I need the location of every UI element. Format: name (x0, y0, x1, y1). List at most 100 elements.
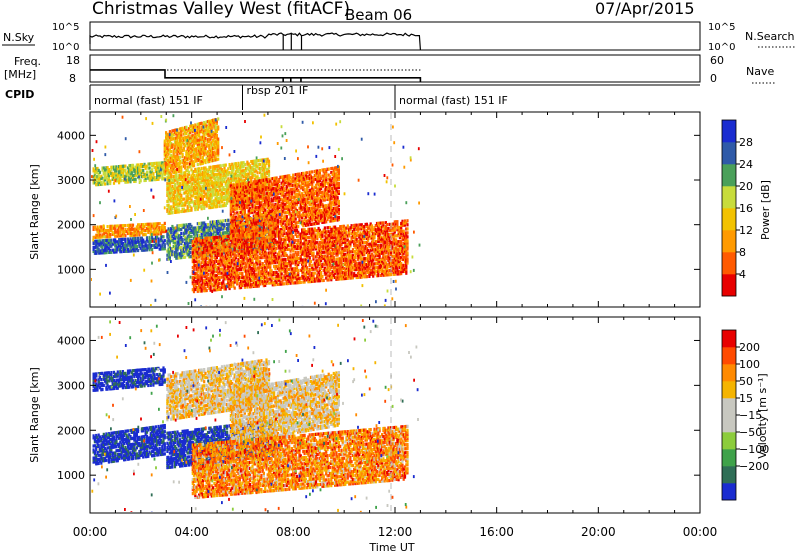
echo-cell (106, 172, 109, 176)
echo-cell (168, 251, 171, 255)
echo-cell (255, 237, 258, 241)
echo-cell (177, 155, 180, 160)
echo-cell (218, 221, 221, 225)
echo-cell (177, 224, 180, 228)
echo-cell (119, 232, 122, 236)
echo-cell (171, 163, 174, 167)
echo-cell (276, 182, 279, 186)
echo-cell (215, 222, 218, 226)
echo-cell (168, 231, 171, 235)
echo-cell (128, 243, 131, 247)
echo-cell (242, 200, 245, 204)
echo-cell (322, 204, 325, 208)
echo-cell (162, 227, 165, 232)
echo-cell (252, 220, 255, 224)
echo-cell (129, 245, 132, 249)
echo-cell (115, 234, 118, 238)
echo-cell (320, 184, 323, 189)
echo-cell (337, 171, 340, 175)
echo-cell (185, 195, 188, 199)
echo-cell (133, 169, 136, 173)
echo-cell (303, 209, 306, 213)
echo-cell (167, 243, 170, 247)
echo-cell (189, 251, 192, 255)
echo-cell (144, 242, 147, 246)
echo-cell (194, 226, 197, 230)
echo-cell (101, 241, 104, 245)
echo-cell (139, 236, 142, 240)
echo-cell (240, 204, 243, 208)
echo-cell (226, 191, 229, 195)
echo-cell (109, 181, 112, 186)
echo-cell (259, 203, 262, 207)
echo-cell (252, 190, 255, 194)
echo-cell (120, 174, 123, 179)
echo-cell (192, 147, 196, 151)
echo-cell (288, 210, 291, 214)
echo-cell (220, 196, 224, 200)
echo-cell (281, 219, 285, 223)
echo-cell (198, 225, 201, 230)
echo-cell (93, 181, 96, 185)
echo-cell (227, 187, 230, 191)
echo-cell (201, 235, 204, 239)
echo-cell (148, 170, 151, 174)
echo-cell (171, 247, 174, 251)
echo-cell (228, 163, 231, 167)
echo-cell (200, 151, 203, 156)
echo-cell (328, 199, 332, 203)
echo-cell (307, 177, 310, 181)
echo-cell (264, 174, 267, 178)
echo-cell (95, 175, 98, 179)
echo-cell (323, 172, 326, 176)
echo-cell (168, 160, 171, 164)
freq-unit-label: [MHz] (4, 68, 36, 81)
echo-cell (119, 234, 122, 238)
echo-cell (301, 216, 304, 220)
echo-cell (190, 128, 193, 132)
echo-cell (227, 179, 230, 183)
echo-cell (185, 197, 188, 201)
echo-cell (203, 149, 206, 153)
echo-cell (135, 231, 138, 235)
echo-cell (172, 200, 175, 205)
echo-cell (292, 223, 295, 227)
echo-cell (283, 183, 286, 187)
echo-cell (131, 245, 135, 249)
echo-cell (260, 189, 263, 193)
echo-cell (241, 226, 244, 230)
echo-cell (190, 124, 193, 128)
echo-cell (266, 186, 269, 190)
echo-cell (175, 140, 178, 144)
echo-cell (179, 161, 182, 165)
echo-cell (252, 248, 255, 252)
echo-cell (179, 181, 182, 186)
echo-cell (185, 181, 188, 185)
echo-cell (236, 199, 239, 203)
echo-cell (194, 175, 197, 179)
echo-cell (226, 195, 229, 199)
power-echo-cells (91, 113, 421, 306)
echo-cell (134, 243, 137, 247)
echo-cell (179, 155, 182, 159)
echo-cell (184, 187, 187, 191)
echo-cell (234, 207, 238, 211)
echo-cell (264, 218, 267, 222)
echo-cell (206, 134, 210, 138)
echo-cell (133, 241, 136, 245)
echo-cell (212, 181, 215, 185)
echo-cell (140, 236, 143, 240)
echo-cell (243, 181, 246, 186)
echo-cell (101, 166, 104, 170)
echo-cell (250, 180, 253, 184)
echo-cell (106, 235, 109, 239)
echo-cell (252, 226, 255, 230)
echo-cell (227, 177, 230, 181)
echo-cell (137, 248, 140, 253)
echo-cell (192, 286, 196, 290)
echo-cell (265, 228, 268, 232)
echo-cell (214, 205, 217, 209)
echo-cell (231, 226, 234, 230)
echo-cell (261, 180, 264, 184)
echo-cell (192, 141, 196, 145)
